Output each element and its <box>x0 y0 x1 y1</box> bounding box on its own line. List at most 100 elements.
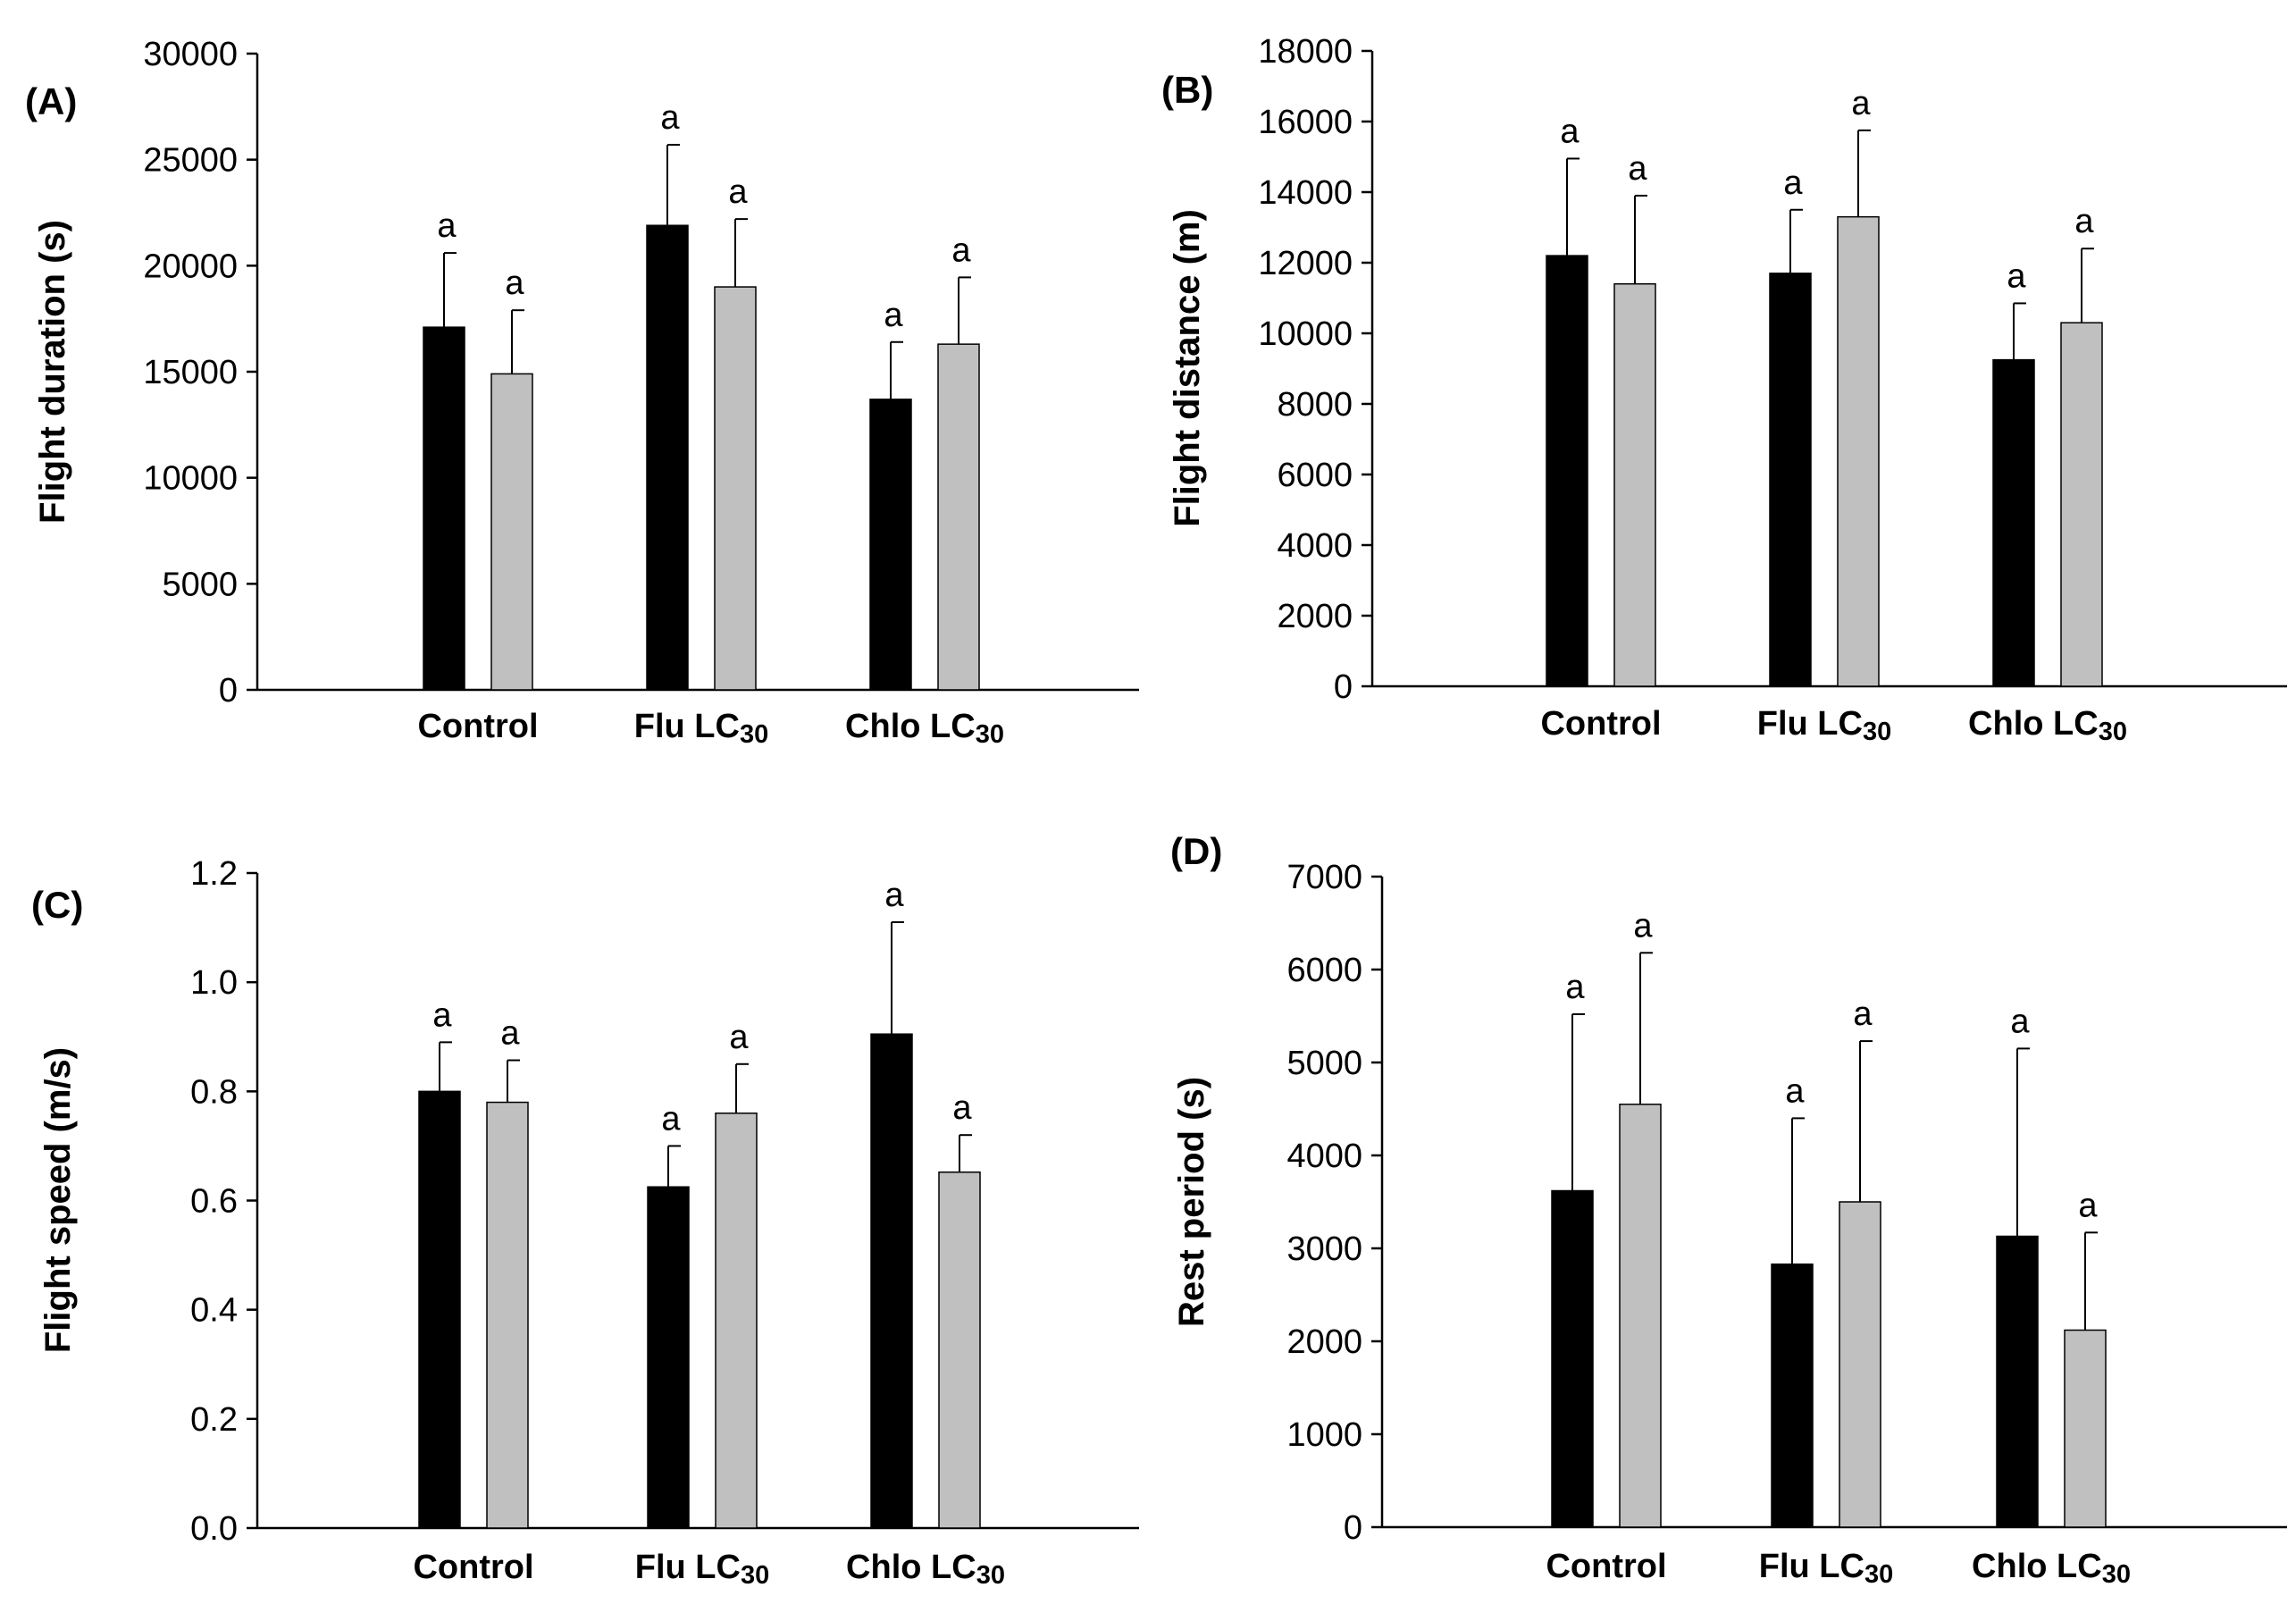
y-tick-label: 0 <box>1334 668 1353 706</box>
significance-label: a <box>432 996 452 1034</box>
y-tick-label: 1000 <box>1286 1416 1362 1454</box>
bar <box>938 1171 981 1529</box>
y-tick-label: 0.2 <box>190 1401 238 1439</box>
y-tick-label: 0.0 <box>190 1510 238 1548</box>
significance-label: a <box>1785 1072 1805 1110</box>
significance-label: a <box>2074 203 2094 240</box>
significance-label: a <box>952 1089 972 1127</box>
y-tick-label: 6000 <box>1286 952 1362 989</box>
bar <box>1837 215 1880 687</box>
y-tick-label: 5000 <box>162 566 238 603</box>
y-tick-label: 4000 <box>1277 527 1353 565</box>
panel-label: (B) <box>1161 69 1213 111</box>
y-tick-label: 8000 <box>1277 386 1353 424</box>
bar <box>1769 273 1812 687</box>
significance-label: a <box>951 231 971 269</box>
significance-label: a <box>1628 150 1647 188</box>
panel-label: (C) <box>31 884 83 926</box>
bar <box>490 373 533 691</box>
x-category-label: Flu LC30 <box>1757 705 1891 746</box>
panel-a: (A) Flight duration (s) 0 5000 10000 15000 200… <box>0 0 1148 802</box>
bar <box>2064 1329 2107 1528</box>
y-tick-label: 7000 <box>1286 859 1362 896</box>
y-tick-label: 0 <box>1344 1509 1362 1547</box>
y-tick-label: 4000 <box>1286 1138 1362 1175</box>
bar <box>715 1113 758 1529</box>
x-category-label: Chlo LC30 <box>845 708 1004 749</box>
bar <box>1619 1104 1662 1528</box>
bar <box>2060 322 2103 687</box>
significance-label: a <box>500 1015 520 1053</box>
x-category-label: Chlo LC30 <box>1972 1548 2131 1589</box>
bar <box>646 224 689 691</box>
significance-label: a <box>1565 969 1585 1006</box>
bar <box>647 1186 690 1529</box>
significance-label: a <box>1633 907 1653 945</box>
chart-d: (D) Rest period (s) 0 1000 2000 3000 4000 5000 6… <box>1170 830 2287 1589</box>
x-category-label: Control <box>1546 1548 1666 1585</box>
bar <box>418 1090 461 1529</box>
x-category-label: Control <box>1540 705 1661 743</box>
y-axis-title: Rest period (s) <box>1172 1077 1211 1327</box>
panel-d: (D) Rest period (s) 0 1000 2000 3000 4000 5000 6… <box>1148 802 2296 1603</box>
significance-label: a <box>1851 85 1871 122</box>
bar <box>1771 1263 1814 1528</box>
y-tick-label: 10000 <box>143 460 238 498</box>
bar <box>870 1033 913 1529</box>
bar <box>1992 358 2035 687</box>
y-tick-label: 2000 <box>1277 598 1353 635</box>
chart-c: (C) Flight speed (m/s) 0.0 0.2 0.4 0.6 0.8 1.0 1… <box>31 855 1139 1590</box>
y-tick-label: 0 <box>219 672 238 710</box>
x-category-label: Flu LC30 <box>635 1549 769 1590</box>
significance-label: a <box>1853 995 1873 1033</box>
y-tick-label: 16000 <box>1258 104 1353 141</box>
y-tick-label: 14000 <box>1258 174 1353 212</box>
significance-label: a <box>1783 164 1803 202</box>
significance-label: a <box>661 1100 681 1138</box>
bar <box>486 1101 529 1529</box>
significance-label: a <box>2010 1003 2030 1040</box>
y-tick-label: 20000 <box>143 248 238 285</box>
bar <box>869 399 912 691</box>
y-tick-label: 0.4 <box>190 1292 238 1330</box>
panel-c: (C) Flight speed (m/s) 0.0 0.2 0.4 0.6 0.8 1.0 1… <box>0 802 1148 1603</box>
y-tick-label: 2000 <box>1286 1323 1362 1361</box>
significance-label: a <box>884 877 904 914</box>
significance-label: a <box>728 173 748 211</box>
y-tick-label: 3000 <box>1286 1230 1362 1268</box>
y-axis-title: Flight duration (s) <box>33 220 72 524</box>
y-tick-label: 10000 <box>1258 315 1353 353</box>
x-category-label: Control <box>417 708 538 745</box>
x-category-label: Flu LC30 <box>1759 1548 1893 1589</box>
y-tick-label: 18000 <box>1258 33 1353 71</box>
y-tick-label: 0.6 <box>190 1183 238 1221</box>
significance-label: a <box>2078 1187 2098 1224</box>
significance-label: a <box>660 99 680 137</box>
y-axis-title: Flight speed (m/s) <box>38 1047 78 1353</box>
y-tick-label: 30000 <box>143 36 238 73</box>
bar <box>1996 1235 2039 1528</box>
bar <box>423 326 465 691</box>
significance-label: a <box>2007 257 2026 295</box>
panel-label: (D) <box>1170 830 1222 872</box>
y-tick-label: 25000 <box>143 142 238 180</box>
panel-b: (B) Flight distance (m) 0 2000 4000 6000 8000 1… <box>1148 0 2296 802</box>
bar <box>1546 255 1588 687</box>
significance-label: a <box>729 1019 749 1056</box>
bar <box>714 286 757 691</box>
bar <box>1613 282 1656 687</box>
y-tick-label: 6000 <box>1277 457 1353 494</box>
bar <box>1839 1201 1881 1528</box>
x-category-label: Flu LC30 <box>634 708 768 749</box>
y-tick-label: 5000 <box>1286 1045 1362 1082</box>
x-category-label: Control <box>413 1549 533 1586</box>
significance-label: a <box>437 207 457 245</box>
x-category-label: Chlo LC30 <box>1968 705 2127 746</box>
chart-a: (A) Flight duration (s) 0 5000 10000 15000 200… <box>25 36 1139 749</box>
bar <box>1551 1189 1594 1528</box>
y-tick-label: 0.8 <box>190 1073 238 1111</box>
y-tick-label: 15000 <box>143 354 238 391</box>
significance-label: a <box>884 297 903 334</box>
significance-label: a <box>1560 113 1580 150</box>
y-tick-label: 1.0 <box>190 964 238 1002</box>
